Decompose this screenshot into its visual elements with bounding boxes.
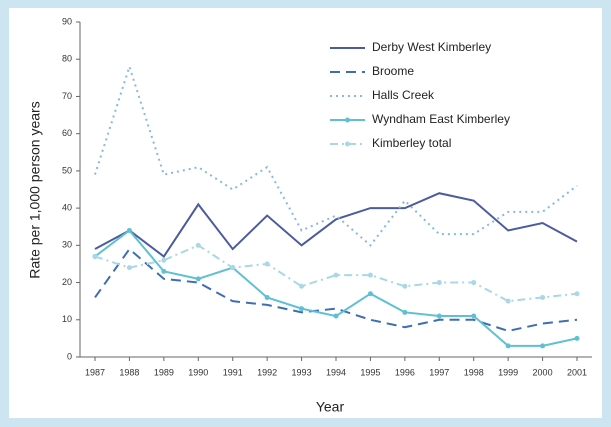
point — [505, 298, 511, 304]
x-axis-title: Year — [316, 399, 345, 415]
point — [540, 294, 546, 300]
y-tick-label: 30 — [62, 240, 72, 250]
x-tick-label: 1991 — [223, 367, 243, 377]
point — [574, 335, 580, 341]
point — [402, 283, 408, 289]
x-tick-label: 1996 — [395, 367, 415, 377]
point — [402, 309, 408, 315]
y-tick-label: 90 — [62, 16, 72, 26]
x-tick-label: 1987 — [85, 367, 105, 377]
legend-marker — [345, 117, 350, 123]
y-tick-label: 40 — [62, 202, 72, 212]
point — [195, 276, 201, 282]
point — [92, 254, 98, 259]
point — [367, 291, 373, 297]
legend-label: Broome — [372, 64, 414, 78]
legend-label: Halls Creek — [372, 88, 435, 102]
x-tick-label: 1995 — [360, 367, 380, 377]
y-tick-label: 60 — [62, 128, 72, 138]
y-tick-label: 20 — [62, 277, 72, 287]
point — [540, 343, 546, 349]
series-line — [94, 247, 578, 332]
point — [126, 265, 132, 271]
legend-label: Derby West Kimberley — [372, 40, 491, 54]
point — [264, 294, 270, 300]
x-tick-label: 1993 — [292, 367, 312, 377]
point — [299, 283, 305, 289]
x-tick-label: 2000 — [533, 367, 553, 377]
x-tick-label: 1992 — [257, 367, 277, 377]
point — [161, 257, 167, 263]
series-line — [94, 244, 578, 303]
x-tick-label: 1999 — [498, 367, 518, 377]
x-tick-label: 1989 — [154, 367, 174, 377]
x-tick-label: 1990 — [188, 367, 208, 377]
x-tick-label: 1997 — [429, 367, 449, 377]
point — [230, 265, 236, 271]
y-tick-label: 70 — [62, 91, 72, 101]
point — [264, 261, 270, 267]
point — [333, 313, 339, 319]
x-tick-label: 2001 — [567, 367, 587, 377]
point — [161, 268, 167, 274]
x-tick-label: 1998 — [464, 367, 484, 377]
legend-marker — [345, 141, 350, 147]
point — [299, 306, 305, 312]
x-tick-label: 1988 — [119, 367, 139, 377]
y-tick-label: 0 — [67, 351, 72, 361]
point — [367, 272, 373, 278]
y-tick-label: 50 — [62, 165, 72, 175]
point — [436, 313, 442, 319]
point — [471, 313, 477, 319]
point — [333, 272, 339, 278]
point — [195, 242, 201, 248]
panel — [9, 8, 602, 418]
y-axis-title: Rate per 1,000 person years — [27, 101, 43, 278]
legend-label: Wyndham East Kimberley — [372, 112, 510, 126]
series-line — [94, 192, 578, 258]
point — [126, 227, 132, 233]
point — [436, 280, 442, 286]
point — [471, 280, 477, 286]
legend-label: Kimberley total — [372, 136, 451, 150]
x-tick-label: 1994 — [326, 367, 346, 377]
point — [505, 343, 511, 349]
point — [574, 291, 580, 297]
y-tick-label: 10 — [62, 314, 72, 324]
y-tick-label: 80 — [62, 54, 72, 64]
